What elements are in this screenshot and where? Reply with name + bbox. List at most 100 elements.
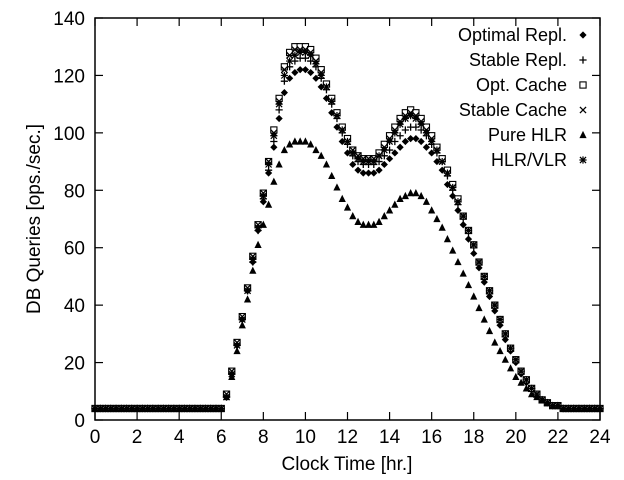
data-point <box>564 404 573 413</box>
data-point <box>259 220 267 228</box>
data-point <box>428 149 436 157</box>
x-tick-label: 16 <box>421 427 442 448</box>
data-point <box>133 404 141 413</box>
series-4 <box>91 137 604 412</box>
data-point <box>575 404 583 413</box>
series-5 <box>91 48 604 413</box>
data-point <box>407 135 415 143</box>
data-point <box>512 372 520 381</box>
data-point <box>291 46 299 54</box>
data-point <box>275 160 283 168</box>
data-point <box>317 83 325 91</box>
data-point <box>333 123 341 131</box>
data-point <box>428 206 436 214</box>
data-point <box>286 51 294 59</box>
data-point <box>275 100 283 108</box>
data-point <box>249 255 257 263</box>
data-point <box>375 217 383 225</box>
y-tick-label: 100 <box>53 124 85 145</box>
data-point <box>238 315 246 324</box>
data-point <box>322 160 331 168</box>
data-point <box>280 89 288 97</box>
data-point <box>491 338 499 346</box>
data-point <box>359 157 367 166</box>
data-point <box>596 404 604 413</box>
x-tick-label: 6 <box>216 427 227 448</box>
data-point <box>280 71 288 80</box>
x-tick-label: 18 <box>463 427 484 448</box>
legend: Optimal Repl. Stable Repl. Opt. Cache Stabl… <box>458 25 587 170</box>
data-point <box>280 145 288 154</box>
data-point <box>549 402 557 410</box>
data-point <box>391 149 399 157</box>
data-point <box>396 120 404 128</box>
x-axis-label: Clock Time [hr.] <box>282 454 413 475</box>
data-point <box>364 157 373 166</box>
data-point <box>501 330 509 338</box>
data-point <box>165 404 173 413</box>
data-point <box>454 257 462 266</box>
data-point <box>538 396 546 404</box>
data-point <box>107 404 115 413</box>
data-point <box>506 364 515 372</box>
legend-label: Opt. Cache <box>476 75 567 95</box>
data-point <box>238 321 246 329</box>
data-point <box>380 160 388 169</box>
y-tick-label: 0 <box>74 411 85 432</box>
data-point <box>301 66 310 74</box>
data-point <box>391 129 399 137</box>
data-point <box>454 198 462 206</box>
y-tick-label: 40 <box>64 296 85 317</box>
legend-label: Optimal Repl. <box>458 25 567 45</box>
data-point <box>449 246 457 254</box>
data-point <box>385 206 394 214</box>
data-point <box>370 169 378 177</box>
y-tick-label: 80 <box>64 181 85 202</box>
legend-label: Pure HLR <box>488 125 567 145</box>
data-point <box>291 137 299 145</box>
data-point <box>396 143 404 151</box>
data-point <box>349 212 357 220</box>
data-point <box>485 326 494 335</box>
data-point <box>343 203 352 211</box>
data-point <box>349 160 357 169</box>
data-point <box>243 287 252 295</box>
data-point <box>286 140 294 148</box>
data-point <box>375 166 383 174</box>
data-point <box>559 404 567 413</box>
data-point <box>422 197 431 205</box>
data-point <box>401 126 409 134</box>
data-point <box>585 404 594 413</box>
data-point <box>322 83 331 91</box>
data-point <box>138 404 146 413</box>
data-point <box>385 155 394 163</box>
data-point <box>286 57 294 65</box>
data-point <box>459 212 467 220</box>
series-2 <box>91 43 604 413</box>
data-point <box>312 145 320 154</box>
data-point <box>370 157 378 166</box>
data-point <box>101 404 110 413</box>
data-point <box>270 143 278 151</box>
data-point <box>375 152 383 160</box>
data-point <box>438 157 446 166</box>
data-point <box>207 404 215 413</box>
data-point <box>233 346 241 355</box>
data-point <box>354 166 362 174</box>
data-point <box>401 191 409 200</box>
y-tick-label: 120 <box>53 66 85 87</box>
x-tick-label: 22 <box>547 427 568 448</box>
data-point <box>259 192 267 200</box>
data-point <box>328 97 336 105</box>
data-point <box>301 48 310 57</box>
data-point <box>407 189 415 197</box>
data-point <box>144 404 152 413</box>
data-point <box>470 292 478 300</box>
data-point <box>422 129 431 137</box>
data-point <box>264 160 273 169</box>
data-point <box>175 404 183 413</box>
data-point <box>370 220 378 228</box>
data-point <box>112 404 120 413</box>
x-tick-label: 10 <box>295 427 316 448</box>
data-point <box>385 137 394 146</box>
